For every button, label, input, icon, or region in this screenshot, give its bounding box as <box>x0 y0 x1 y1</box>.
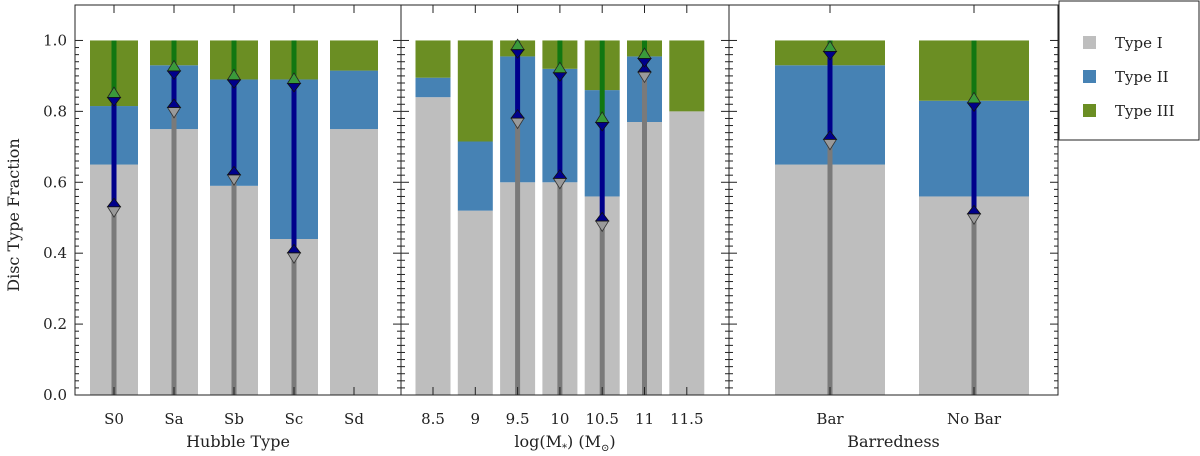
panel-3: Bar No Bar Barredness <box>728 4 1059 451</box>
bar-type1-8_5 <box>415 97 451 395</box>
x-tick-label-sc: Sc <box>285 410 304 428</box>
marker-down-cap-s0 <box>106 197 122 208</box>
x-tick-label-no-bar: No Bar <box>947 410 1002 428</box>
legend-swatch-type1 <box>1083 36 1096 49</box>
y-tick-label-1_0: 1.0 <box>43 31 67 49</box>
marker-down-cap-no-bar <box>966 204 982 215</box>
bar-type2-sd <box>330 70 378 130</box>
x-tick-label-sd: Sd <box>344 410 364 428</box>
x-tick-label-bar: Bar <box>816 410 844 428</box>
x-axis-label-2: log(M*) (M⊙) <box>514 432 615 454</box>
x-tick-label-8_5: 8.5 <box>421 410 445 428</box>
marker-up-cap-11 <box>637 58 652 68</box>
x-axis-label-1: Hubble Type <box>186 432 290 451</box>
bar-type3-9 <box>457 40 493 142</box>
bar-type1-9 <box>457 210 493 395</box>
marker-up-cap-no-bar <box>966 102 982 112</box>
legend-swatch-type2 <box>1083 70 1096 83</box>
bar-type3-11_5 <box>669 40 705 112</box>
y-tick-label-0_4: 0.4 <box>43 244 67 262</box>
legend: Type I Type II Type III <box>1058 0 1200 141</box>
y-axis-label: Disc Type Fraction <box>4 138 23 291</box>
y-tick-label-0_0: 0.0 <box>43 386 67 404</box>
x-tick-label-sa: Sa <box>164 410 183 428</box>
bar-type3-8_5 <box>415 40 451 78</box>
marker-up-cap-sa <box>166 70 182 81</box>
bar-type1-sd <box>330 129 378 395</box>
x-tick-label-sb: Sb <box>224 410 244 428</box>
x-tick-label-11: 11 <box>635 410 654 428</box>
panel-1: S0 Sa Sb Sc Sd Hubble Type <box>74 4 402 451</box>
y-tick-label-0_8: 0.8 <box>43 102 67 120</box>
bar-type2-8_5 <box>415 77 451 98</box>
bar-type1-11_5 <box>669 111 705 395</box>
marker-down-cap-sa <box>166 98 182 108</box>
marker-down-cap-10 <box>552 169 568 179</box>
marker-up-cap-10_5 <box>594 121 610 132</box>
marker-down-cap-sc <box>286 243 302 254</box>
x-tick-label-10: 10 <box>550 410 569 428</box>
marker-up-cap-9_5 <box>510 49 525 59</box>
marker-down-cap-bar <box>822 130 838 140</box>
y-tick-label-0_2: 0.2 <box>43 315 67 333</box>
x-axis-label-3: Barredness <box>847 432 940 451</box>
legend-label-type3: Type III <box>1115 102 1175 120</box>
legend-label-type1: Type I <box>1115 34 1163 52</box>
x-tick-label-10_5: 10.5 <box>585 410 618 428</box>
x-tick-label-11_5: 11.5 <box>670 410 703 428</box>
marker-down-cap-10_5 <box>594 211 610 222</box>
x-tick-label-s0: S0 <box>104 410 124 428</box>
panel-frame-3 <box>728 4 1059 396</box>
bar-type3-sd <box>330 40 378 71</box>
marker-up-cap-s0 <box>106 97 122 107</box>
legend-swatch-type3 <box>1083 104 1096 117</box>
x-tick-label-9: 9 <box>471 410 481 428</box>
panel-2: 8.5 9 9.5 10 10.5 11 11.5 log(M*) (M⊙) <box>400 4 730 454</box>
bar-type2-9 <box>457 141 493 211</box>
legend-box <box>1058 0 1200 141</box>
marker-down-cap-11 <box>637 62 652 73</box>
x-tick-label-9_5: 9.5 <box>506 410 530 428</box>
marker-up-cap-bar <box>822 51 838 61</box>
marker-up-cap-10 <box>552 72 568 82</box>
y-tick-label-0_6: 0.6 <box>43 173 67 191</box>
marker-up-cap-sc <box>286 82 302 93</box>
marker-down-cap-9_5 <box>510 108 525 119</box>
panels-layer: S0 Sa Sb Sc Sd Hubble Type 8.5 9 9.5 10 10.5 11 11.5… <box>43 4 1059 454</box>
marker-down-cap-sb <box>226 165 242 176</box>
marker-up-cap-sb <box>226 79 242 89</box>
legend-label-type2: Type II <box>1115 68 1169 86</box>
